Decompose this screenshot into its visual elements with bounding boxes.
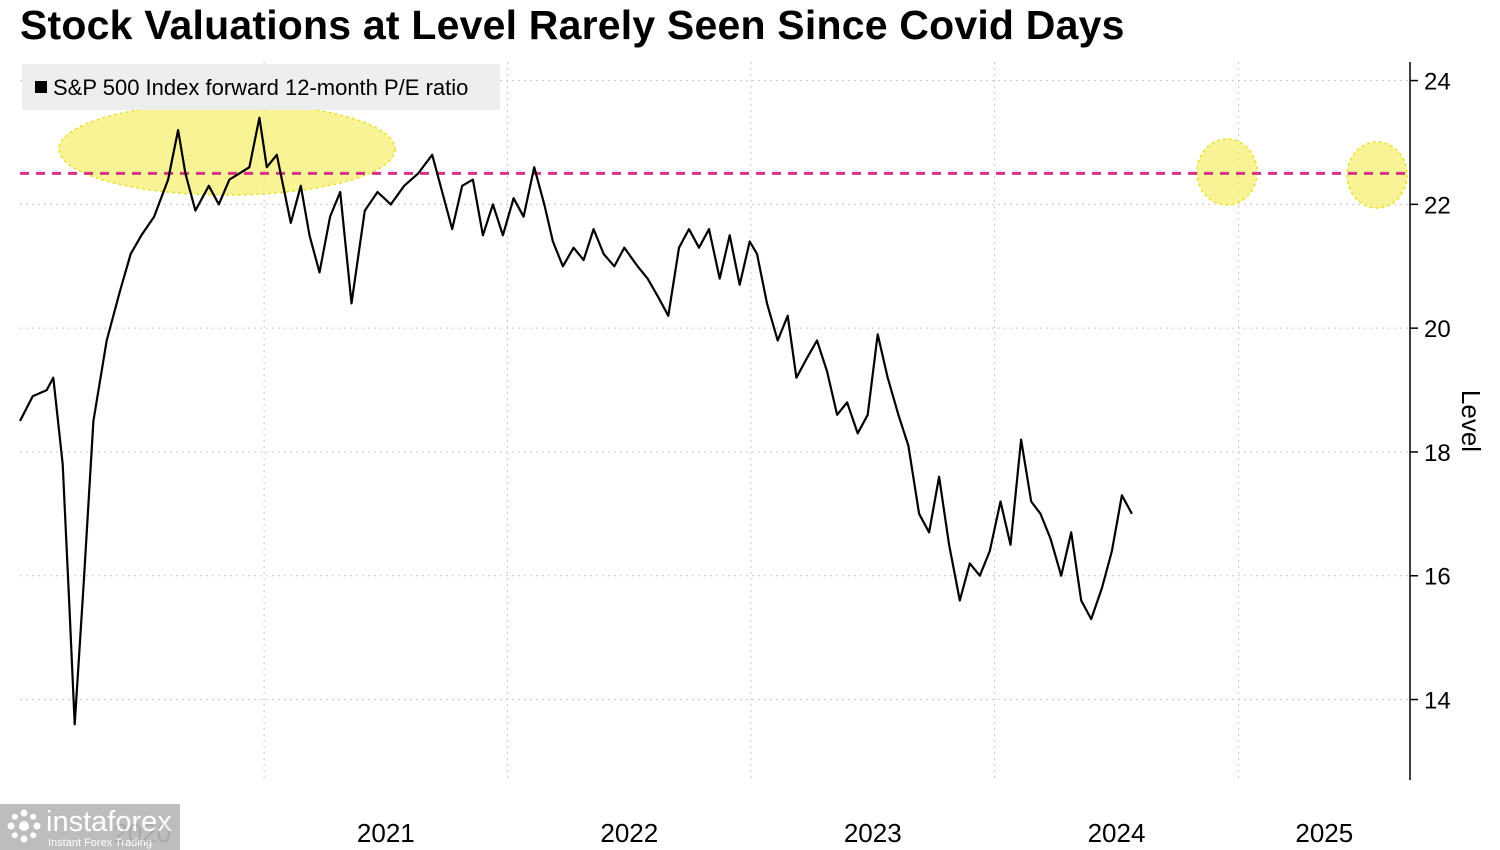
y-tick-label: 22 <box>1424 192 1451 219</box>
x-tick-label: 2021 <box>357 818 415 848</box>
instaforex-logo-icon <box>7 809 41 843</box>
y-tick-label: 18 <box>1424 440 1451 467</box>
x-tick-label: 2025 <box>1295 818 1353 848</box>
y-tick-label: 16 <box>1424 564 1451 591</box>
x-tick-label: 2023 <box>844 818 902 848</box>
x-tick-label: 2024 <box>1088 818 1146 848</box>
y-tick-label: 14 <box>1424 688 1451 715</box>
legend: S&P 500 Index forward 12-month P/E ratio <box>22 64 500 110</box>
legend-label: S&P 500 Index forward 12-month P/E ratio <box>53 75 469 100</box>
series-line <box>19 116 1133 726</box>
highlight-ellipse-covid <box>58 102 396 196</box>
watermark-subtitle: Instant Forex Trading <box>48 837 152 849</box>
x-tick-label: 2022 <box>600 818 658 848</box>
y-axis-label: Level <box>1456 390 1486 452</box>
y-tick-label: 24 <box>1424 69 1451 96</box>
watermark-name: instaforex <box>46 806 172 838</box>
highlight-ellipse-2025 <box>1346 141 1408 209</box>
y-tick-label: 20 <box>1424 316 1451 343</box>
chart-title: Stock Valuations at Level Rarely Seen Si… <box>20 2 1125 48</box>
legend-swatch <box>35 81 47 93</box>
watermark-logo: instaforex Instant Forex Trading <box>0 804 180 850</box>
